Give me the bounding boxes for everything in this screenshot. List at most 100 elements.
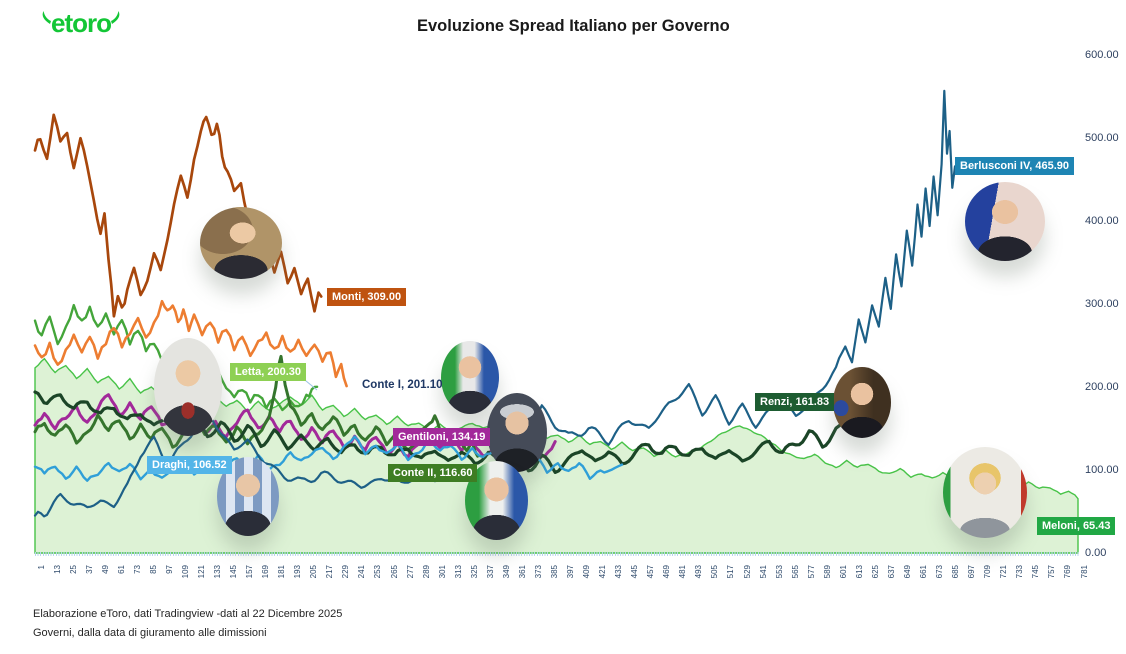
x-tick-label: 709 [983, 565, 993, 579]
x-tick-label: 253 [373, 565, 383, 579]
x-tick-label: 241 [357, 565, 367, 579]
x-tick-label: 361 [517, 565, 527, 579]
x-tick-label: 685 [951, 565, 961, 579]
method-note: Governi, dalla data di giuramento alle d… [33, 627, 267, 639]
x-tick-label: 385 [549, 565, 559, 579]
x-tick-label: 469 [662, 565, 672, 579]
x-tick-label: 373 [533, 565, 543, 579]
x-tick-label: 481 [678, 565, 688, 579]
x-tick-label: 781 [1079, 565, 1089, 579]
source-note: Elaborazione eToro, dati Tradingview -da… [33, 608, 343, 620]
y-tick-label: 300.00 [1085, 298, 1119, 310]
x-tick-label: 637 [886, 565, 896, 579]
y-tick-label: 0.00 [1085, 547, 1107, 559]
x-tick-label: 301 [437, 565, 447, 579]
x-tick-label: 325 [469, 565, 479, 579]
letta-photo [154, 338, 222, 436]
x-tick-label: 133 [213, 565, 222, 579]
x-tick-label: 397 [566, 565, 576, 579]
series-line-monti [33, 113, 323, 318]
callout-renzi: Renzi, 161.83 [755, 393, 835, 411]
x-tick-label: 289 [421, 565, 431, 579]
x-tick-label: 1 [36, 565, 46, 570]
x-tick-label: 13 [52, 565, 62, 574]
x-tick-label: 49 [100, 565, 110, 574]
meloni-photo [943, 447, 1027, 538]
x-tick-label: 733 [1015, 565, 1025, 579]
callout-berlusconi-iv: Berlusconi IV, 465.90 [955, 157, 1075, 175]
x-tick-label: 433 [614, 565, 624, 579]
x-tick-label: 25 [68, 565, 78, 574]
x-tick-label: 577 [806, 565, 816, 579]
x-tick-label: 169 [261, 565, 271, 579]
x-tick-label: 217 [325, 565, 335, 579]
x-tick-label: 73 [132, 565, 142, 574]
x-tick-label: 97 [164, 565, 174, 574]
x-tick-label: 37 [84, 565, 94, 574]
x-tick-label: 757 [1047, 565, 1057, 579]
gentiloni-photo [487, 393, 547, 472]
x-tick-label: 85 [148, 565, 158, 574]
y-tick-label: 100.00 [1085, 464, 1119, 476]
callout-draghi: Draghi, 106.52 [147, 456, 232, 474]
x-tick-label: 181 [277, 565, 287, 579]
callout-letta: Letta, 200.30 [230, 363, 307, 381]
callout-monti: Monti, 309.00 [327, 288, 407, 306]
x-tick-label: 337 [485, 565, 495, 579]
callout-conte-i: Conte I, 201.10 [362, 379, 443, 391]
x-tick-label: 769 [1063, 565, 1073, 579]
x-axis-tick-marks [35, 552, 1079, 556]
y-tick-label: 200.00 [1085, 381, 1119, 393]
x-tick-label: 421 [598, 565, 608, 579]
x-tick-label: 721 [999, 565, 1009, 579]
x-tick-label: 313 [453, 565, 463, 579]
x-tick-label: 505 [710, 565, 720, 579]
etoro-horn-right-icon [111, 11, 120, 24]
x-tick-label: 541 [758, 565, 768, 579]
renzi-photo [833, 367, 891, 438]
conte-i-photo [441, 341, 499, 414]
callout-conte-ii: Conte II, 116.60 [388, 464, 478, 482]
x-tick-label: 409 [582, 565, 592, 579]
x-tick-label: 673 [935, 565, 945, 579]
etoro-logo: etoro [40, 10, 122, 36]
y-tick-label: 600.00 [1085, 49, 1119, 61]
x-tick-label: 61 [116, 565, 126, 574]
x-tick-label: 493 [694, 565, 704, 579]
callout-gentiloni: Gentiloni, 134.19 [393, 428, 491, 446]
y-tick-label: 500.00 [1085, 132, 1119, 144]
y-tick-label: 400.00 [1085, 215, 1119, 227]
x-tick-label: 349 [501, 565, 511, 579]
x-tick-label: 229 [341, 565, 351, 579]
x-tick-label: 517 [726, 565, 736, 579]
x-tick-label: 745 [1031, 565, 1041, 579]
x-tick-label: 157 [245, 565, 255, 579]
x-tick-label: 649 [902, 565, 912, 579]
x-tick-label: 193 [293, 565, 303, 579]
x-tick-label: 553 [774, 565, 784, 579]
x-tick-label: 589 [822, 565, 832, 579]
x-tick-label: 121 [196, 565, 206, 579]
x-tick-label: 529 [742, 565, 752, 579]
x-tick-label: 145 [229, 565, 239, 579]
etoro-horn-left-icon [42, 11, 51, 24]
callout-meloni: Meloni, 65.43 [1037, 517, 1116, 535]
x-tick-label: 601 [838, 565, 848, 579]
x-tick-label: 205 [309, 565, 319, 579]
berlusconi-photo [965, 182, 1045, 261]
x-tick-label: 457 [646, 565, 656, 579]
series-line-conte-i [33, 299, 348, 388]
x-tick-label: 565 [790, 565, 800, 579]
etoro-logo-text: etoro [51, 8, 112, 38]
x-tick-label: 697 [967, 565, 977, 579]
monti-photo [200, 207, 282, 279]
chart-title: Evoluzione Spread Italiano per Governo [417, 17, 730, 35]
x-tick-label: 277 [405, 565, 415, 579]
x-tick-label: 109 [180, 565, 190, 579]
x-tick-label: 661 [919, 565, 929, 579]
x-tick-label: 625 [870, 565, 880, 579]
x-tick-label: 265 [389, 565, 399, 579]
x-tick-label: 613 [854, 565, 864, 579]
x-tick-label: 445 [630, 565, 640, 579]
